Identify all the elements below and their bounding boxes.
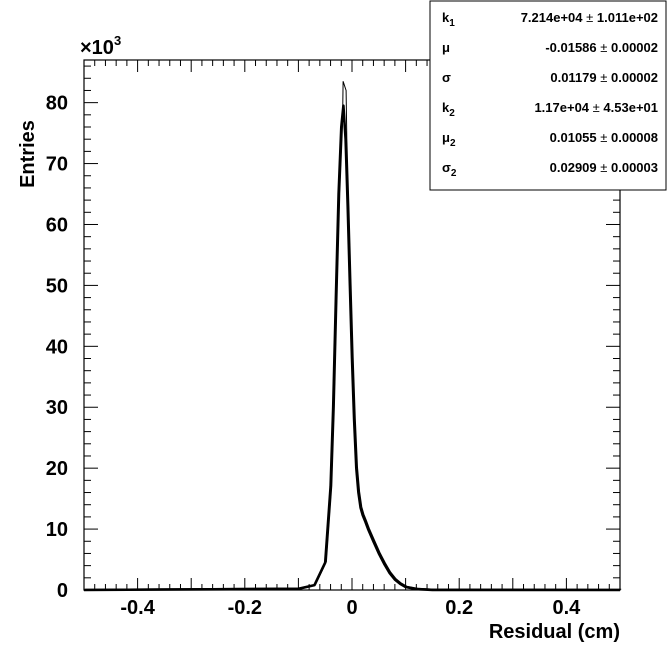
stats-param-label: k2 xyxy=(442,100,455,119)
x-tick-label: 0.4 xyxy=(552,597,581,619)
x-tick-label: -0.4 xyxy=(120,597,155,619)
fit-curve-line xyxy=(83,104,621,592)
x-tick-label: 0.2 xyxy=(445,597,473,619)
stats-param-value: 1.17e+04 ± 4.53e+01 xyxy=(534,100,658,115)
stats-box-frame xyxy=(429,0,667,191)
stats-box: k1 7.214e+04 ± 1.011e+02 μ -0.01586 ± 0.000… xyxy=(429,0,667,191)
stats-param-value: 7.214e+04 ± 1.011e+02 xyxy=(521,10,658,25)
y-tick-label: 40 xyxy=(46,336,68,358)
y-tick-label: 60 xyxy=(46,214,68,236)
stats-param-value: 0.01055 ± 0.00008 xyxy=(550,130,658,145)
stats-param-value: 0.01179 ± 0.00002 xyxy=(550,70,658,85)
stats-param-label: σ xyxy=(442,70,451,85)
x-axis-ticks: -0.4 -0.2 0 0.2 0.4 xyxy=(83,60,621,619)
y-tick-label: 50 xyxy=(46,275,68,297)
x-tick-label: -0.2 xyxy=(228,597,262,619)
stats-param-value: -0.01586 ± 0.00002 xyxy=(545,40,658,55)
y-tick-label: 30 xyxy=(46,397,68,419)
x-axis-title: Residual (cm) xyxy=(489,621,620,643)
y-tick-label: 0 xyxy=(57,580,68,602)
stats-param-label: μ xyxy=(442,40,450,55)
y-tick-label: 70 xyxy=(46,154,68,176)
y-tick-label: 80 xyxy=(46,93,68,115)
y-tick-label: 10 xyxy=(46,519,68,541)
stats-param-value: 0.02909 ± 0.00003 xyxy=(550,160,658,175)
y-multiplier: ×103 xyxy=(80,33,121,59)
x-tick-label: 0 xyxy=(346,597,357,619)
stats-param-label: σ2 xyxy=(442,160,457,179)
y-tick-label: 20 xyxy=(46,458,68,480)
y-axis-title: Entries xyxy=(17,120,39,188)
stats-param-label: k1 xyxy=(442,10,455,29)
fit-curves xyxy=(83,81,622,592)
stats-param-label: μ2 xyxy=(442,130,456,149)
